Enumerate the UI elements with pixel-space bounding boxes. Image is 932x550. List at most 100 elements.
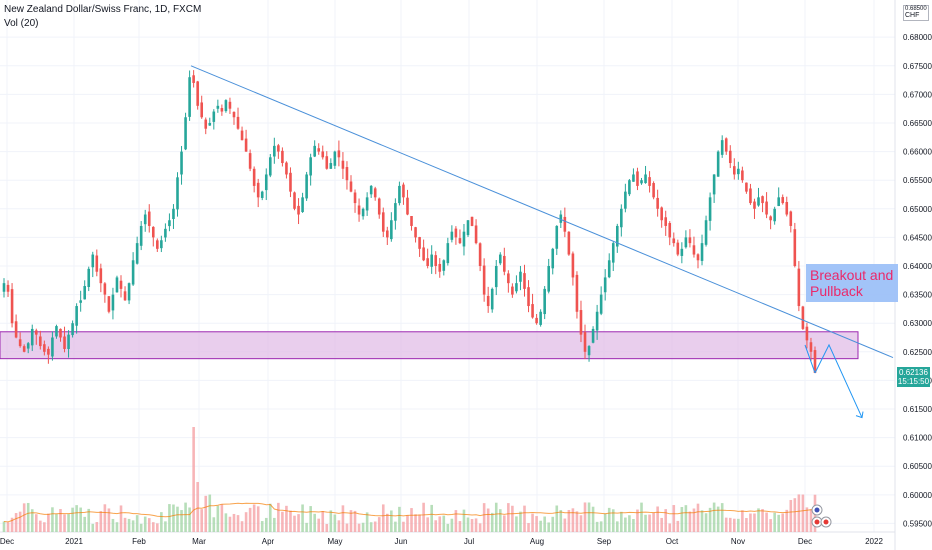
volume-bar [39, 520, 42, 532]
candle-body [632, 174, 635, 182]
candle-body [240, 130, 244, 141]
breakout-annotation[interactable]: Breakout and Pullback [806, 264, 898, 302]
volume-bar [313, 513, 316, 532]
x-tick-label: Mar [192, 537, 206, 546]
candle-body [6, 284, 10, 292]
countdown-value: 15:15:50 [897, 376, 930, 386]
candle-body [749, 188, 752, 204]
chart-title: New Zealand Dollar/Swiss Franc, 1D, FXCM [4, 4, 202, 15]
volume-bar [293, 515, 296, 532]
volume-bar [55, 514, 58, 532]
y-tick-label: 0.64500 [903, 233, 932, 242]
volume-bar [716, 506, 720, 532]
candle-body [281, 150, 284, 164]
volume-bar [321, 511, 325, 532]
candle-body [700, 243, 704, 261]
candle-body [289, 172, 292, 192]
chart-event-icons[interactable] [811, 504, 832, 528]
candle-body [273, 145, 276, 157]
candle-body [426, 258, 429, 266]
volume-bar [486, 508, 490, 532]
candle-body [192, 75, 195, 83]
candle-body [277, 145, 280, 152]
volume-bar [260, 521, 264, 532]
x-tick-label: Dec [0, 537, 14, 546]
candle-body [147, 211, 151, 226]
candle-body [244, 138, 248, 152]
candle-body [71, 323, 74, 336]
candle-body [172, 208, 175, 220]
volume-bar [559, 510, 563, 532]
volume-bar [797, 494, 801, 532]
volume-bar [712, 502, 716, 532]
time-axis[interactable]: Dec 2021 Feb Mar Apr May Jun Jul Aug Sep Oct Nov Dec… [0, 537, 883, 546]
candle-body [470, 216, 474, 226]
volume-bar [244, 512, 248, 532]
volume-bar [708, 507, 712, 532]
candle-body [543, 288, 546, 315]
volume-bar [555, 505, 559, 532]
volume-bar [672, 505, 676, 532]
y-tick-label: 0.66500 [903, 119, 932, 128]
candle-body [515, 283, 518, 292]
volume-bar [446, 523, 450, 532]
candle-body [176, 177, 179, 210]
support-zone[interactable] [0, 331, 859, 360]
volume-bar [127, 518, 131, 532]
volume-bar [620, 511, 623, 532]
top-price-label: 0.68500 [905, 6, 927, 12]
candle-body [402, 184, 405, 198]
candle-body [575, 274, 579, 312]
candle-body [103, 283, 107, 295]
volume-bar [398, 506, 401, 532]
candle-body [390, 220, 393, 240]
volume-bar [188, 507, 191, 532]
projection-path[interactable] [814, 343, 863, 418]
candle-body [519, 271, 522, 282]
volume-bar [442, 515, 446, 532]
price-axis[interactable]: 0.68000 0.67500 0.67000 0.66500 0.66000 0.655… [903, 33, 932, 528]
volume-bar [515, 516, 518, 532]
volume-bar [192, 427, 195, 532]
candle-body [398, 185, 401, 204]
candle-body [761, 196, 764, 204]
volume-bar [765, 512, 768, 532]
volume-bar [139, 523, 143, 532]
candle-body [809, 342, 813, 352]
volume-bar [684, 505, 688, 532]
volume-bar [67, 514, 70, 532]
candle-body [466, 220, 470, 236]
candle-body [301, 197, 304, 213]
candle-body [39, 336, 42, 347]
trendline[interactable] [190, 65, 894, 358]
volume-bar [753, 513, 756, 532]
volume-bar [252, 504, 256, 532]
volume-bar [43, 522, 46, 532]
candle-body [507, 273, 510, 284]
volume-bar [160, 512, 163, 532]
candle-body [434, 255, 438, 266]
volume-bar [571, 508, 575, 532]
volume-bar [809, 509, 813, 532]
volume-bar [579, 515, 583, 532]
currency-label[interactable]: 0.68500 CHF [903, 5, 929, 21]
candle-body [712, 174, 716, 195]
volume-bar [498, 509, 502, 532]
volume-bar [656, 506, 659, 532]
volume-bar [535, 516, 538, 532]
candle-body [341, 160, 345, 169]
x-tick-label: May [327, 537, 342, 546]
candle-body [716, 151, 720, 177]
y-tick-label: 0.67000 [903, 90, 932, 99]
volume-bar [789, 499, 793, 532]
candle-body [793, 229, 797, 266]
volume-bar [527, 523, 530, 532]
volume-bar [531, 513, 534, 532]
volume-bar [365, 512, 369, 532]
candle-body [67, 334, 70, 349]
y-tick-label: 0.63000 [903, 319, 932, 328]
volume-bar [184, 502, 187, 532]
candle-body [620, 208, 623, 228]
candle-body [160, 240, 163, 249]
